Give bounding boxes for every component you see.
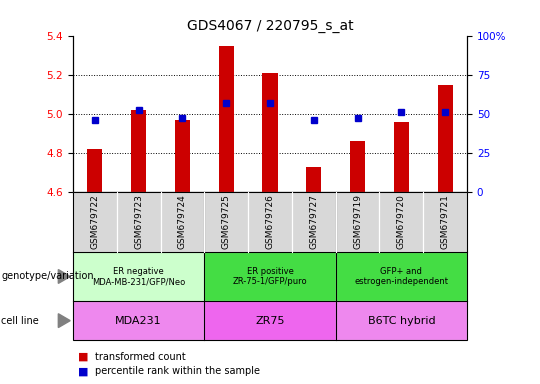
Text: transformed count: transformed count (94, 352, 185, 362)
Text: ZR75: ZR75 (255, 316, 285, 326)
Text: GSM679722: GSM679722 (90, 194, 99, 249)
Text: ER positive
ZR-75-1/GFP/puro: ER positive ZR-75-1/GFP/puro (233, 267, 307, 286)
Bar (350, 141, 365, 192)
Text: GSM679725: GSM679725 (222, 194, 231, 249)
Bar (87, 149, 103, 192)
Text: GSM679723: GSM679723 (134, 194, 143, 249)
Bar (394, 122, 409, 192)
Bar (306, 167, 321, 192)
Text: GSM679720: GSM679720 (397, 194, 406, 249)
Title: GDS4067 / 220795_s_at: GDS4067 / 220795_s_at (187, 19, 353, 33)
Text: percentile rank within the sample: percentile rank within the sample (94, 366, 260, 376)
Bar (219, 46, 234, 192)
Text: GSM679727: GSM679727 (309, 194, 318, 249)
Text: GSM679721: GSM679721 (441, 194, 450, 249)
Text: GSM679726: GSM679726 (266, 194, 274, 249)
Bar (437, 85, 453, 192)
Text: ■: ■ (78, 352, 89, 362)
Text: genotype/variation: genotype/variation (1, 271, 94, 281)
Text: cell line: cell line (1, 316, 39, 326)
Text: MDA231: MDA231 (115, 316, 162, 326)
Text: ■: ■ (78, 366, 89, 376)
Bar (262, 73, 278, 192)
Text: GFP+ and
estrogen-independent: GFP+ and estrogen-independent (354, 267, 448, 286)
Text: GSM679719: GSM679719 (353, 194, 362, 249)
Text: GSM679724: GSM679724 (178, 194, 187, 249)
Text: ER negative
MDA-MB-231/GFP/Neo: ER negative MDA-MB-231/GFP/Neo (92, 267, 185, 286)
Bar (175, 120, 190, 192)
Bar (131, 110, 146, 192)
Text: B6TC hybrid: B6TC hybrid (368, 316, 435, 326)
